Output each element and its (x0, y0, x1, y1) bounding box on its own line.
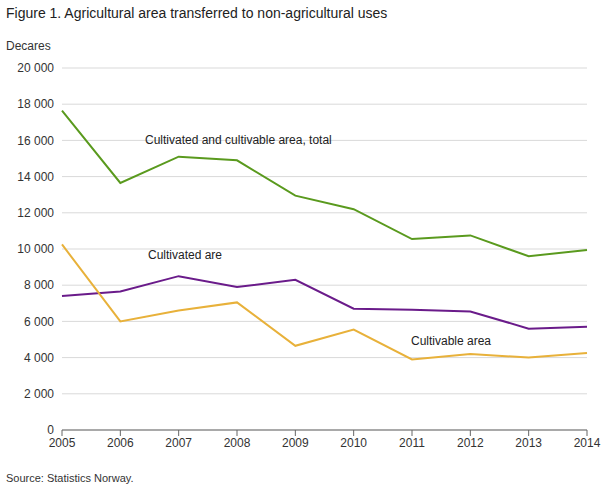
svg-text:12 000: 12 000 (17, 206, 54, 220)
html-text:Cultivable area: Cultivable area (411, 334, 491, 348)
svg-text:2008: 2008 (224, 436, 251, 450)
svg-text:10 000: 10 000 (17, 242, 54, 256)
svg-text:16 000: 16 000 (17, 134, 54, 148)
svg-text:4 000: 4 000 (24, 351, 54, 365)
svg-text:2014: 2014 (574, 436, 601, 450)
svg-text:2006: 2006 (107, 436, 134, 450)
svg-text:2 000: 2 000 (24, 387, 54, 401)
svg-text:2013: 2013 (515, 436, 542, 450)
svg-text:6 000: 6 000 (24, 315, 54, 329)
html-text:Source: Statistics Norway.: Source: Statistics Norway. (6, 472, 134, 484)
html-text:Cultivated and cultivable area: Cultivated and cultivable area, total (145, 133, 332, 147)
svg-text:14 000: 14 000 (17, 170, 54, 184)
svg-text:20 000: 20 000 (17, 61, 54, 75)
html-text:Decares: Decares (6, 39, 51, 53)
svg-text:2009: 2009 (282, 436, 309, 450)
svg-text:2012: 2012 (457, 436, 484, 450)
svg-text:2011: 2011 (399, 436, 425, 450)
svg-text:0: 0 (47, 423, 54, 437)
svg-text:2010: 2010 (340, 436, 367, 450)
html-text:Cultivated are: Cultivated are (148, 248, 222, 262)
svg-text:8 000: 8 000 (24, 278, 54, 292)
html-text:Figure 1. Agricultural area tr: Figure 1. Agricultural area transferred … (6, 5, 388, 21)
svg-text:2005: 2005 (49, 436, 76, 450)
svg-text:2007: 2007 (165, 436, 192, 450)
svg-text:18 000: 18 000 (17, 97, 54, 111)
